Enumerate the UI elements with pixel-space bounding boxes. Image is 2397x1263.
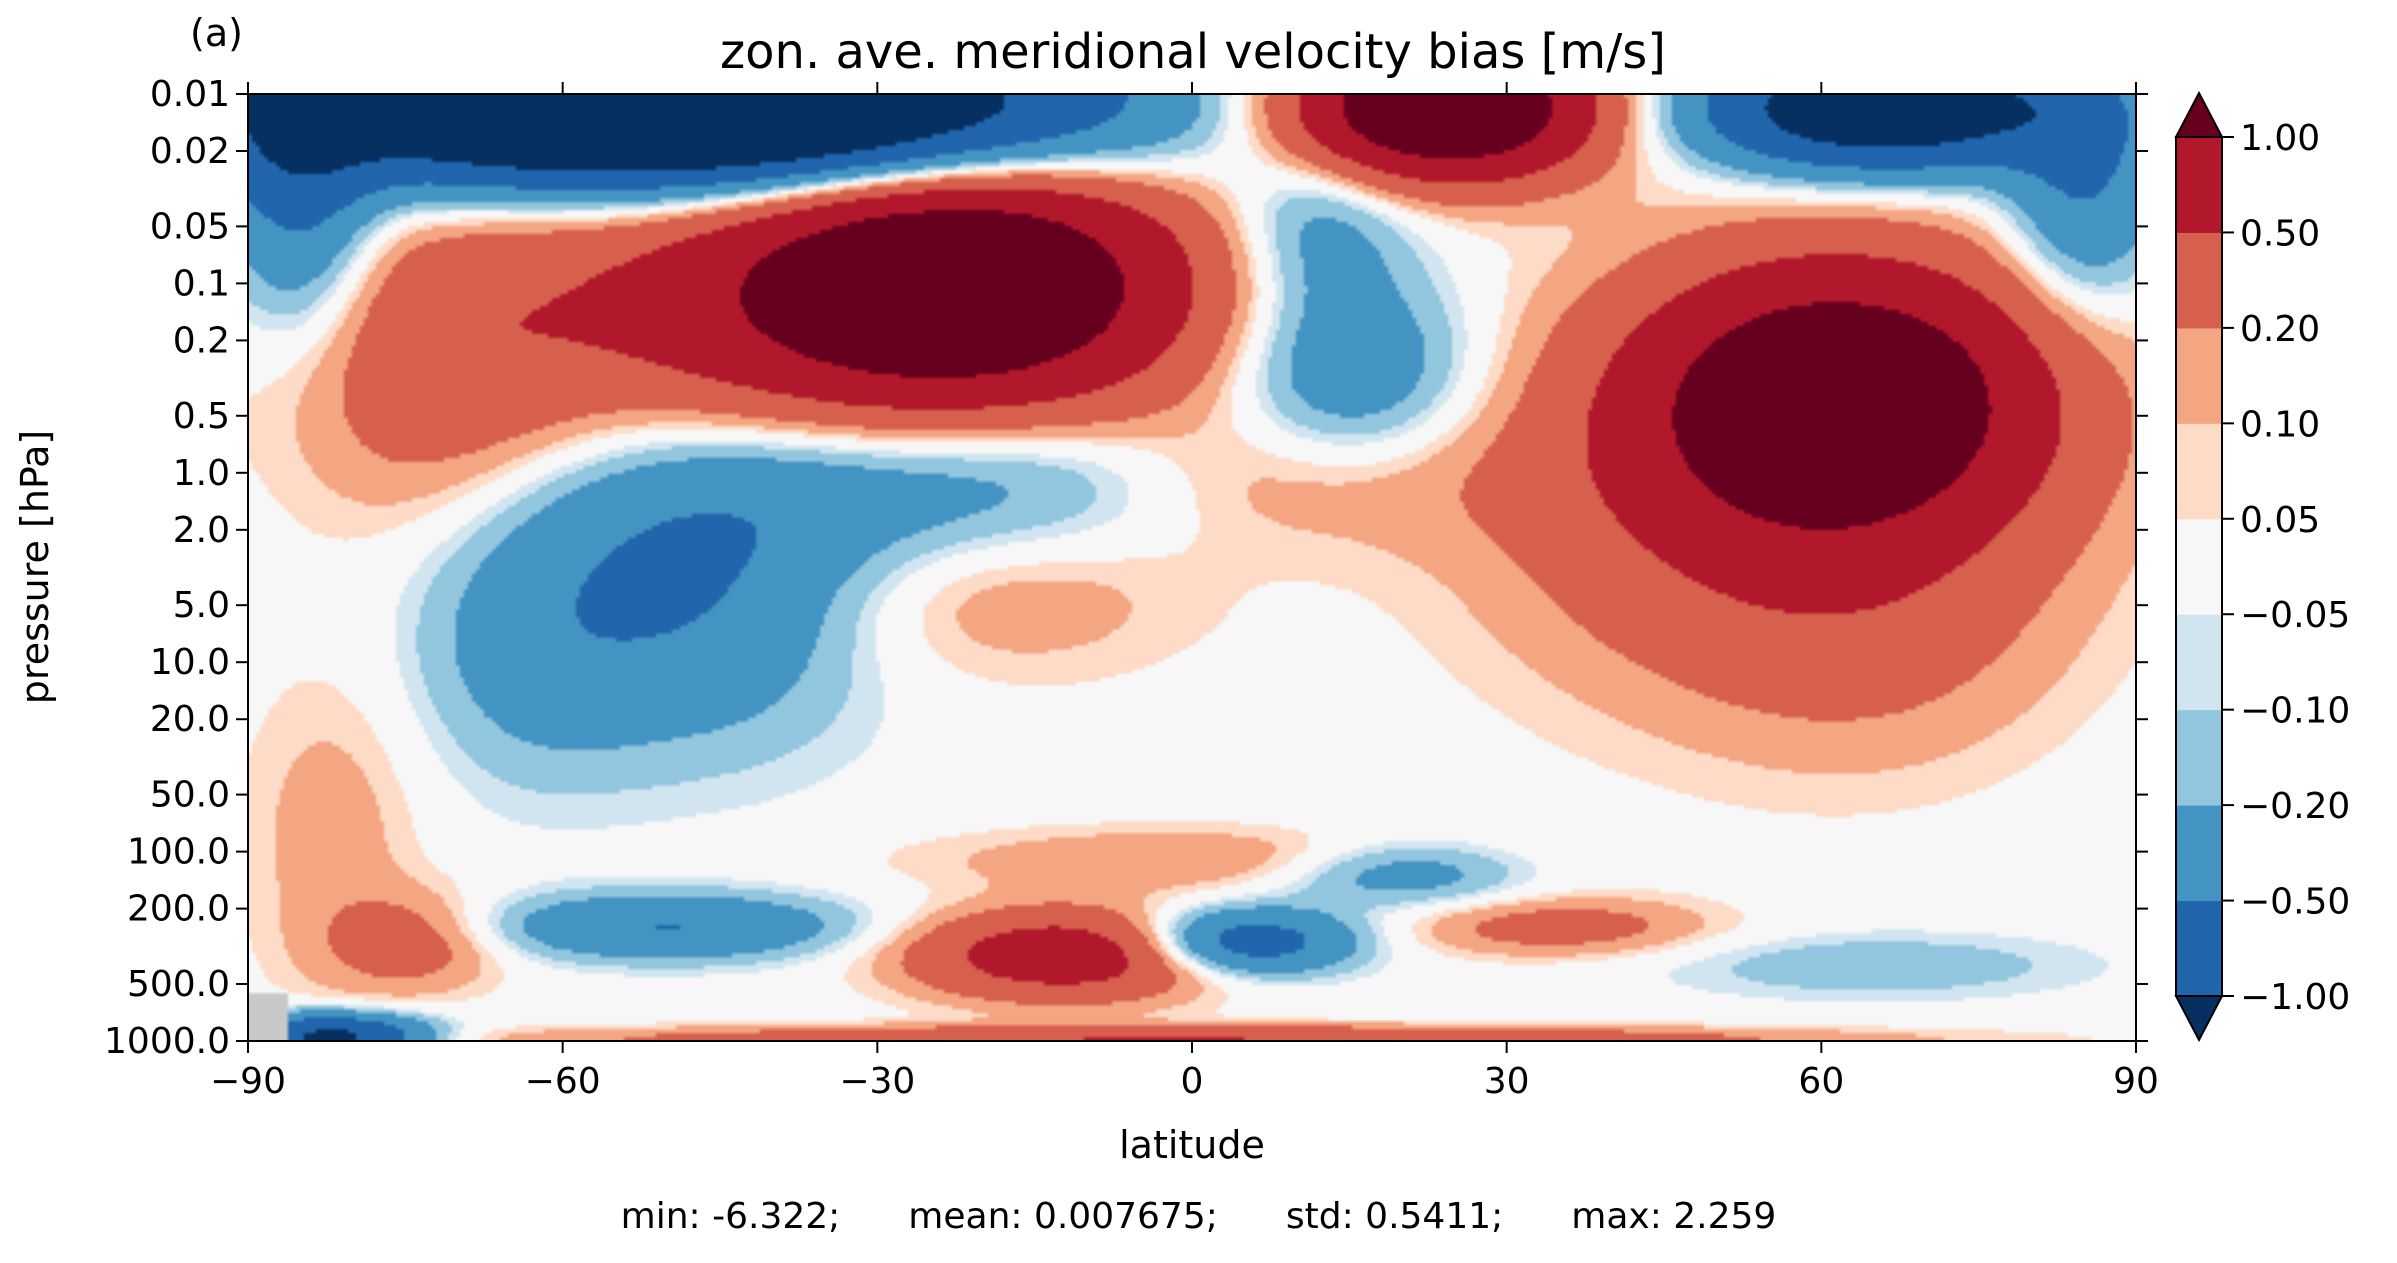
stat-min: min: -6.322; [620, 1196, 841, 1237]
y-axis-label: pressure [hPa] [13, 430, 57, 704]
y-tick-label: 0.01 [150, 74, 230, 115]
y-tick-label: 5.0 [173, 585, 230, 626]
y-axis: 0.01 0.02 0.05 0.1 0.2 0.5 1.0 2.0 5.0 10.0 20.0 50… [104, 74, 2148, 1062]
colorbar-tick-label: −1.00 [2240, 977, 2350, 1018]
panel-label: (a) [190, 11, 243, 55]
colorbar-tick-label: −0.05 [2240, 595, 2350, 636]
y-tick-label: 0.5 [173, 396, 230, 437]
y-tick-label: 1.0 [173, 453, 230, 494]
colorbar-swatch [2176, 805, 2222, 902]
y-tick-label: 100.0 [127, 832, 230, 873]
y-tick-label: 20.0 [150, 699, 230, 740]
colorbar-swatch [2176, 900, 2222, 997]
colorbar-swatch [2176, 709, 2222, 806]
y-tick-label: 0.2 [173, 320, 230, 361]
velocity-bias-field [248, 94, 2136, 1041]
x-tick-label: 90 [2113, 1061, 2159, 1102]
x-tick-label: 30 [1484, 1061, 1530, 1102]
y-tick-label: 0.05 [150, 206, 230, 247]
colorbar-swatch [2176, 614, 2222, 711]
x-axis: −90 −60 −30 0 30 60 90 [210, 82, 2159, 1102]
stat-max: max: 2.259 [1571, 1196, 1777, 1237]
colorbar-tick-label: −0.20 [2240, 786, 2350, 827]
colorbar-swatch [2176, 232, 2222, 329]
y-tick-label: 10.0 [150, 642, 230, 683]
colorbar-tick-label: 0.10 [2240, 404, 2320, 445]
y-tick-label: 2.0 [173, 510, 230, 551]
x-axis-label: latitude [1119, 1123, 1265, 1167]
colorbar-tick-label: 0.20 [2240, 309, 2320, 350]
y-tick-label: 0.1 [173, 263, 230, 304]
y-tick-label: 500.0 [127, 964, 230, 1005]
y-tick-label: 0.02 [150, 131, 230, 172]
colorbar-swatch [2176, 327, 2222, 424]
colorbar-tick-label: −0.10 [2240, 691, 2350, 732]
chart-title: zon. ave. meridional velocity bias [m/s] [720, 24, 1666, 80]
colorbar-swatch [2176, 137, 2222, 233]
colorbar-tick-label: 0.05 [2240, 500, 2320, 541]
x-tick-label: −30 [839, 1061, 915, 1102]
y-tick-label: 1000.0 [104, 1021, 230, 1062]
colorbar-extend-max [2174, 90, 2224, 138]
y-tick-label: 200.0 [127, 889, 230, 930]
colorbar-tick-label: 0.50 [2240, 213, 2320, 254]
colorbar-tick-label: −0.50 [2240, 882, 2350, 923]
x-tick-label: 60 [1798, 1061, 1844, 1102]
colorbar-extend-min [2174, 995, 2224, 1043]
colorbar: −1.00 −0.50 −0.20 −0.10 −0.05 0.05 0.10 0.20 0.5… [2174, 90, 2350, 1043]
colorbar-swatch [2176, 518, 2222, 615]
colorbar-frame [2175, 136, 2223, 997]
x-tick-label: −60 [525, 1061, 601, 1102]
colorbar-swatch [2176, 423, 2222, 520]
stat-mean: mean: 0.007675; [908, 1196, 1218, 1237]
colorbar-tick-label: 1.00 [2240, 118, 2320, 159]
x-tick-label: −90 [210, 1061, 286, 1102]
stat-std: std: 0.5411; [1285, 1196, 1504, 1237]
x-tick-label: 0 [1181, 1061, 1204, 1102]
statistics-line: min: -6.322; mean: 0.007675; std: 0.5411; m… [0, 1196, 2397, 1237]
y-tick-label: 50.0 [150, 775, 230, 816]
